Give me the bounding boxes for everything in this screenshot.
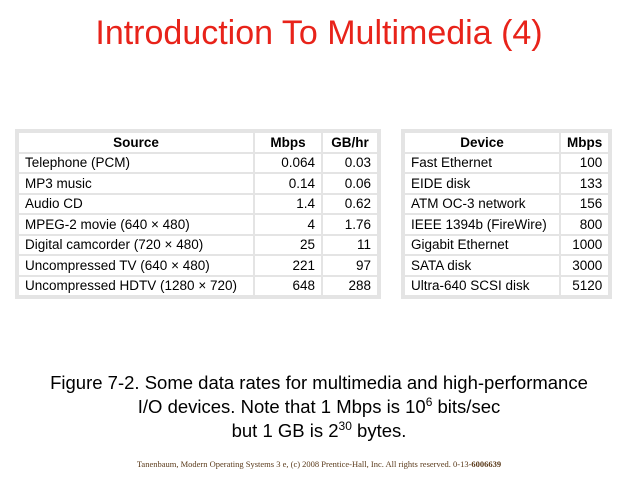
table-cell: 0.14 [255, 174, 321, 193]
table-cell: MPEG-2 movie (640 × 480) [19, 215, 253, 234]
table-row: Audio CD 1.4 0.62 [19, 194, 377, 213]
caption-line-3-text: but 1 GB is 2 [231, 420, 339, 441]
device-rates-table: Device Mbps Fast Ethernet 100 EIDE disk 133… [403, 131, 610, 297]
table-cell: EIDE disk [405, 174, 559, 193]
table-cell: 3000 [561, 256, 609, 275]
table-header-row: Source Mbps GB/hr [19, 133, 377, 152]
table-row: Digital camcorder (720 × 480) 25 11 [19, 235, 377, 254]
table-cell: Uncompressed HDTV (1280 × 720) [19, 276, 253, 295]
table-cell: IEEE 1394b (FireWire) [405, 215, 559, 234]
table-row: Uncompressed HDTV (1280 × 720) 648 288 [19, 276, 377, 295]
table-cell: Gigabit Ethernet [405, 235, 559, 254]
table-cell: ATM OC-3 network [405, 194, 559, 213]
table-cell: 11 [323, 235, 377, 254]
table-cell: 0.064 [255, 153, 321, 172]
table-cell: Fast Ethernet [405, 153, 559, 172]
table-cell: SATA disk [405, 256, 559, 275]
caption-exponent-6: 6 [425, 394, 433, 409]
column-header-mbps: Mbps [255, 133, 321, 152]
table-cell: 100 [561, 153, 609, 172]
table-cell: 800 [561, 215, 609, 234]
table-row: MP3 music 0.14 0.06 [19, 174, 377, 193]
caption-line-2-end: bits/sec [432, 396, 501, 417]
table-row: Uncompressed TV (640 × 480) 221 97 [19, 256, 377, 275]
table-cell: 0.06 [323, 174, 377, 193]
caption-line-3: but 1 GB is 230 bytes. [0, 419, 638, 443]
table-cell: Telephone (PCM) [19, 153, 253, 172]
copyright-footer: Tanenbaum, Modern Operating Systems 3 e,… [0, 459, 638, 469]
caption-line-3-end: bytes. [351, 420, 407, 441]
table-cell: 1.76 [323, 215, 377, 234]
column-header-device: Device [405, 133, 559, 152]
table-cell: Digital camcorder (720 × 480) [19, 235, 253, 254]
caption-line-1: Figure 7-2. Some data rates for multimed… [50, 372, 588, 393]
table-cell: 648 [255, 276, 321, 295]
table-cell: 1000 [561, 235, 609, 254]
table-row: SATA disk 3000 [405, 256, 609, 275]
table-row: EIDE disk 133 [405, 174, 609, 193]
table-cell: 1.4 [255, 194, 321, 213]
table-cell: 25 [255, 235, 321, 254]
column-header-mbps: Mbps [561, 133, 609, 152]
column-header-gb-per-hr: GB/hr [323, 133, 377, 152]
table-cell: Uncompressed TV (640 × 480) [19, 256, 253, 275]
table-cell: Audio CD [19, 194, 253, 213]
multimedia-rates-table-wrapper: Source Mbps GB/hr Telephone (PCM) 0.064 0.… [15, 129, 381, 299]
caption-line-2: I/O devices. Note that 1 Mbps is 106 bit… [0, 395, 638, 419]
table-cell: 221 [255, 256, 321, 275]
table-cell: MP3 music [19, 174, 253, 193]
caption-line-2-text: I/O devices. Note that 1 Mbps is 10 [137, 396, 426, 417]
device-rates-table-wrapper: Device Mbps Fast Ethernet 100 EIDE disk 133… [401, 129, 613, 299]
table-cell: 97 [323, 256, 377, 275]
table-cell: Ultra-640 SCSI disk [405, 276, 559, 295]
table-cell: 156 [561, 194, 609, 213]
table-cell: 133 [561, 174, 609, 193]
footer-isbn: 6006639 [471, 459, 502, 469]
table-cell: 288 [323, 276, 377, 295]
column-header-source: Source [19, 133, 253, 152]
table-row: Fast Ethernet 100 [405, 153, 609, 172]
table-row: ATM OC-3 network 156 [405, 194, 609, 213]
table-row: MPEG-2 movie (640 × 480) 4 1.76 [19, 215, 377, 234]
slide-title: Introduction To Multimedia (4) [95, 14, 543, 52]
table-header-row: Device Mbps [405, 133, 609, 152]
table-cell: 4 [255, 215, 321, 234]
table-cell: 0.03 [323, 153, 377, 172]
table-row: Ultra-640 SCSI disk 5120 [405, 276, 609, 295]
caption-exponent-30: 30 [338, 418, 352, 433]
multimedia-rates-table: Source Mbps GB/hr Telephone (PCM) 0.064 0.… [17, 131, 379, 297]
table-row: Gigabit Ethernet 1000 [405, 235, 609, 254]
table-cell: 5120 [561, 276, 609, 295]
table-cell: 0.62 [323, 194, 377, 213]
table-row: IEEE 1394b (FireWire) 800 [405, 215, 609, 234]
figure-caption: Figure 7-2. Some data rates for multimed… [0, 371, 638, 443]
footer-text: Tanenbaum, Modern Operating Systems 3 e,… [136, 459, 472, 469]
table-row: Telephone (PCM) 0.064 0.03 [19, 153, 377, 172]
